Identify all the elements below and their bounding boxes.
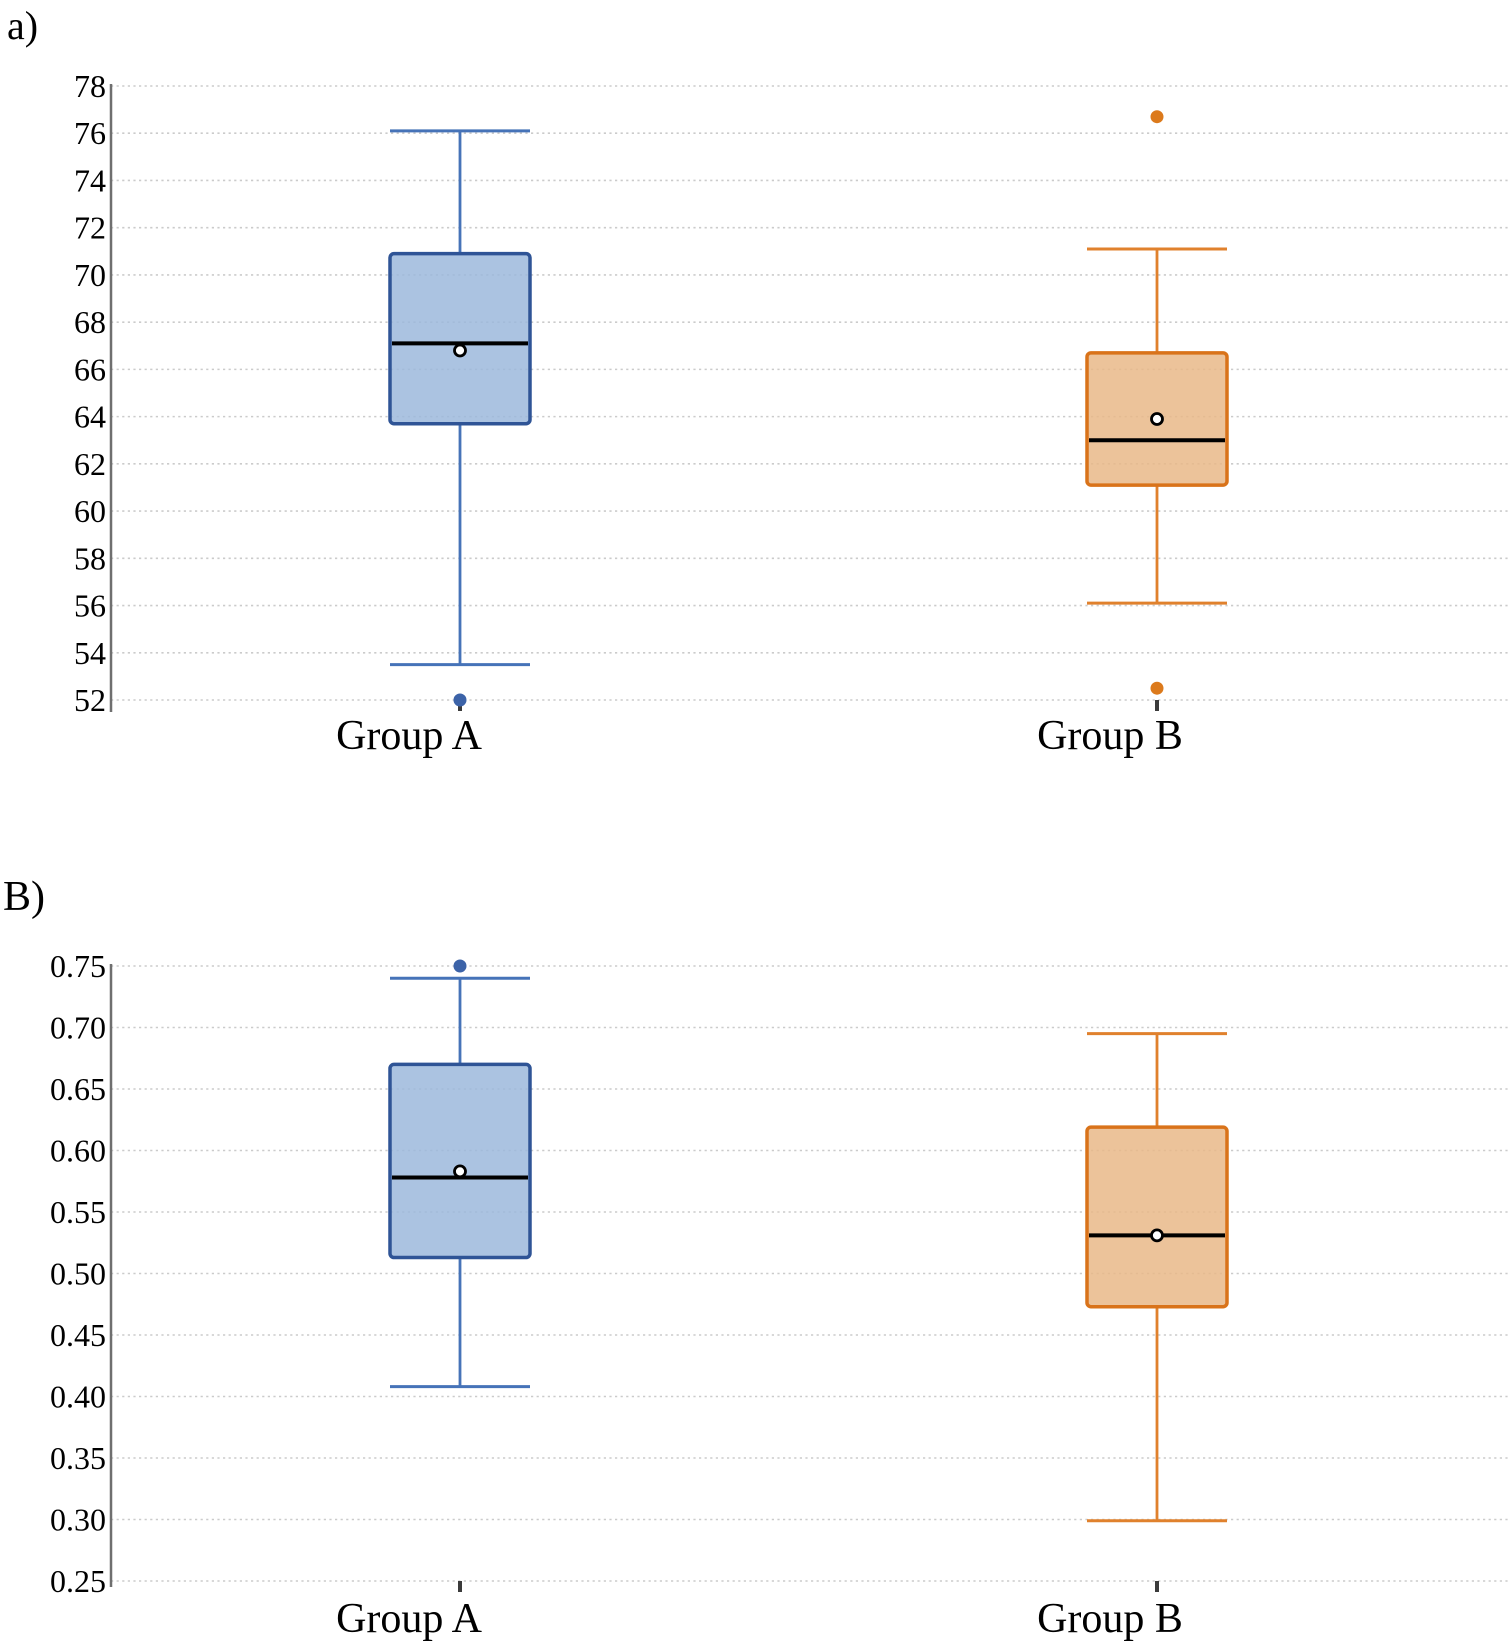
panel-a-letter: a) (7, 3, 39, 48)
y-tick-label: 0.60 (50, 1133, 106, 1169)
iqr-box-group-a (388, 1062, 532, 1260)
y-tick-label: 0.55 (50, 1194, 106, 1230)
y-tick-label: 58 (74, 540, 106, 576)
category-label-group-b: Group B (1037, 1596, 1183, 1642)
outlier-point (1150, 110, 1164, 124)
y-tick-label: 70 (74, 257, 106, 293)
y-tick-label: 68 (74, 304, 106, 340)
mean-marker (453, 343, 467, 358)
iqr-box-group-b (1085, 1125, 1229, 1309)
category-label-group-a: Group A (336, 1596, 483, 1642)
mean-marker (1150, 1228, 1164, 1243)
y-tick-label: 66 (74, 351, 106, 387)
mean-marker (1150, 412, 1164, 426)
y-tick-label: 72 (74, 210, 106, 246)
y-tick-label: 0.30 (50, 1502, 106, 1538)
y-tick-label: 0.25 (50, 1563, 106, 1599)
boxplot-panel-a: 78 76 74 72 70 68 66 64 62 60 58 56 54 52 Group A Group… (74, 68, 1508, 759)
y-tick-label: 52 (74, 682, 106, 718)
y-tick-label: 0.75 (50, 948, 106, 984)
y-tick-label: 0.40 (50, 1379, 106, 1415)
outlier-point (1150, 681, 1164, 695)
y-tick-label: 62 (74, 446, 106, 482)
y-tick-label: 56 (74, 588, 106, 624)
y-tick-label: 0.35 (50, 1440, 106, 1476)
y-tick-label: 54 (74, 635, 106, 671)
mean-marker (453, 1164, 467, 1179)
category-label-group-b: Group B (1037, 713, 1183, 759)
y-tick-label: 64 (74, 399, 106, 435)
boxplot-panel-b: 0.75 0.70 0.65 0.60 0.55 0.50 0.45 0.40 0.35 0.30… (50, 948, 1508, 1642)
y-tick-label: 74 (74, 162, 106, 198)
y-tick-label: 0.65 (50, 1071, 106, 1107)
y-tick-label: 60 (74, 493, 106, 529)
y-tick-label: 76 (74, 115, 106, 151)
category-label-group-a: Group A (336, 713, 483, 759)
outlier-point (453, 693, 467, 707)
panel-b-letter: B) (3, 874, 45, 920)
y-tick-label: 78 (74, 68, 106, 104)
iqr-box-group-a (388, 251, 532, 426)
y-tick-label: 0.50 (50, 1256, 106, 1292)
outlier-point (453, 959, 467, 973)
y-tick-label: 0.45 (50, 1317, 106, 1353)
y-tick-label: 0.70 (50, 1010, 106, 1046)
